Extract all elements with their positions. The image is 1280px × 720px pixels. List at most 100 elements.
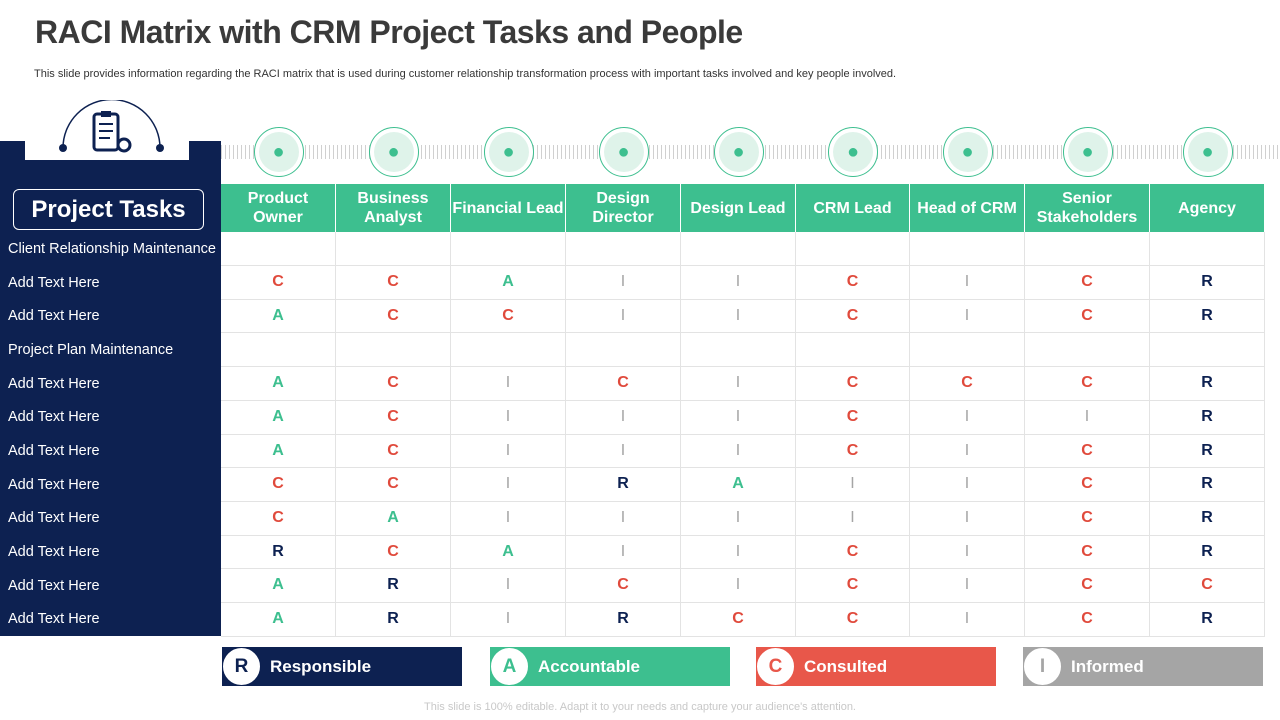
task-label: Project Plan Maintenance (8, 342, 174, 358)
raci-cell: C (1025, 265, 1150, 300)
team-network-icon-glyph: ● (488, 132, 529, 172)
page-subtitle: This slide provides information regardin… (34, 68, 897, 80)
engineer-icon-glyph: ● (603, 132, 644, 172)
raci-cell: I (910, 602, 1025, 637)
raci-cell: I (566, 400, 681, 435)
raci-cell: I (566, 535, 681, 570)
engineer-icon: ● (598, 127, 649, 177)
raci-cell: C (796, 434, 910, 469)
raci-cell: I (566, 299, 681, 334)
monitor-icon: ● (713, 127, 764, 177)
raci-cell: I (451, 501, 566, 536)
raci-cell (796, 232, 910, 267)
column-header: Senior Stakeholders (1025, 184, 1150, 232)
raci-cell: C (336, 299, 451, 334)
clipboard-badge (25, 98, 189, 160)
raci-cell: A (221, 434, 336, 469)
tasks-panel (0, 141, 221, 636)
raci-cell (681, 333, 796, 368)
businessman-icon: ● (828, 127, 878, 177)
raci-cell: I (1025, 400, 1150, 435)
raci-cell: R (1150, 535, 1265, 570)
legend-letter: A (490, 647, 529, 686)
raci-cell (336, 232, 451, 267)
raci-cell: C (796, 400, 910, 435)
clipboard-gear-icon (59, 98, 164, 153)
raci-cell: R (1150, 299, 1265, 334)
raci-cell: R (1150, 265, 1265, 300)
raci-cell: I (566, 265, 681, 300)
raci-cell: C (451, 299, 566, 334)
raci-cell: R (336, 602, 451, 637)
raci-cell: C (336, 467, 451, 502)
raci-cell: C (1025, 467, 1150, 502)
task-label: Add Text Here (8, 577, 100, 594)
raci-cell (1150, 333, 1265, 368)
raci-cell: I (451, 568, 566, 603)
task-label: Add Text Here (8, 510, 100, 527)
raci-cell: R (1150, 501, 1265, 536)
raci-cell: I (681, 299, 796, 334)
column-header: Design Director (566, 184, 681, 232)
legend-label: Informed (1071, 656, 1144, 676)
raci-cell: I (681, 501, 796, 536)
raci-cell (796, 333, 910, 368)
task-label: Add Text Here (8, 476, 100, 493)
raci-cell: I (681, 568, 796, 603)
raci-cell: C (1025, 366, 1150, 401)
column-header: Business Analyst (336, 184, 451, 232)
meeting-icon-glyph: ● (1067, 132, 1108, 172)
chart-person-icon: ● (368, 127, 419, 177)
raci-cell: A (221, 568, 336, 603)
task-label: Add Text Here (8, 375, 100, 392)
raci-cell: C (796, 602, 910, 637)
raci-cell (566, 333, 681, 368)
page-title: RACI Matrix with CRM Project Tasks and P… (35, 14, 743, 50)
project-tasks-header: Project Tasks (13, 189, 204, 230)
businessman-icon-glyph: ● (833, 132, 873, 172)
raci-cell: R (221, 535, 336, 570)
raci-cell: C (1150, 568, 1265, 603)
raci-cell: C (221, 501, 336, 536)
raci-cell: R (1150, 467, 1265, 502)
raci-cell: I (451, 400, 566, 435)
raci-cell: A (221, 299, 336, 334)
raci-cell (681, 232, 796, 267)
agency-board-icon: ● (1182, 127, 1233, 177)
team-network-icon: ● (483, 127, 534, 177)
raci-cell: I (681, 366, 796, 401)
agency-board-icon-glyph: ● (1187, 132, 1228, 172)
task-label: Client Relationship Maintenance (8, 241, 216, 257)
raci-cell: C (910, 366, 1025, 401)
raci-cell: I (566, 501, 681, 536)
column-header: Head of CRM (910, 184, 1025, 232)
raci-cell: I (681, 535, 796, 570)
raci-cell: R (1150, 366, 1265, 401)
raci-cell: C (1025, 568, 1150, 603)
legend-responsible: R Responsible (222, 647, 462, 686)
raci-cell: R (566, 467, 681, 502)
chart-person-icon-glyph: ● (373, 132, 414, 172)
raci-cell: C (1025, 535, 1150, 570)
legend-consulted: C Consulted (756, 647, 996, 686)
raci-cell: A (221, 366, 336, 401)
raci-cell: C (796, 265, 910, 300)
legend-label: Accountable (538, 656, 641, 676)
task-label: Add Text Here (8, 274, 100, 291)
raci-cell: R (1150, 602, 1265, 637)
column-header: Product Owner (221, 184, 336, 232)
raci-cell: C (1025, 299, 1150, 334)
task-label: Add Text Here (8, 443, 100, 460)
raci-cell: I (451, 434, 566, 469)
column-header: Agency (1150, 184, 1265, 232)
raci-cell: I (910, 400, 1025, 435)
raci-cell: I (910, 535, 1025, 570)
column-header: CRM Lead (796, 184, 910, 232)
raci-cell: C (336, 400, 451, 435)
legend-label: Responsible (270, 656, 372, 676)
raci-cell: C (566, 568, 681, 603)
raci-cell: I (681, 400, 796, 435)
task-label: Add Text Here (8, 409, 100, 426)
raci-cell: I (796, 467, 910, 502)
raci-cell: I (910, 501, 1025, 536)
